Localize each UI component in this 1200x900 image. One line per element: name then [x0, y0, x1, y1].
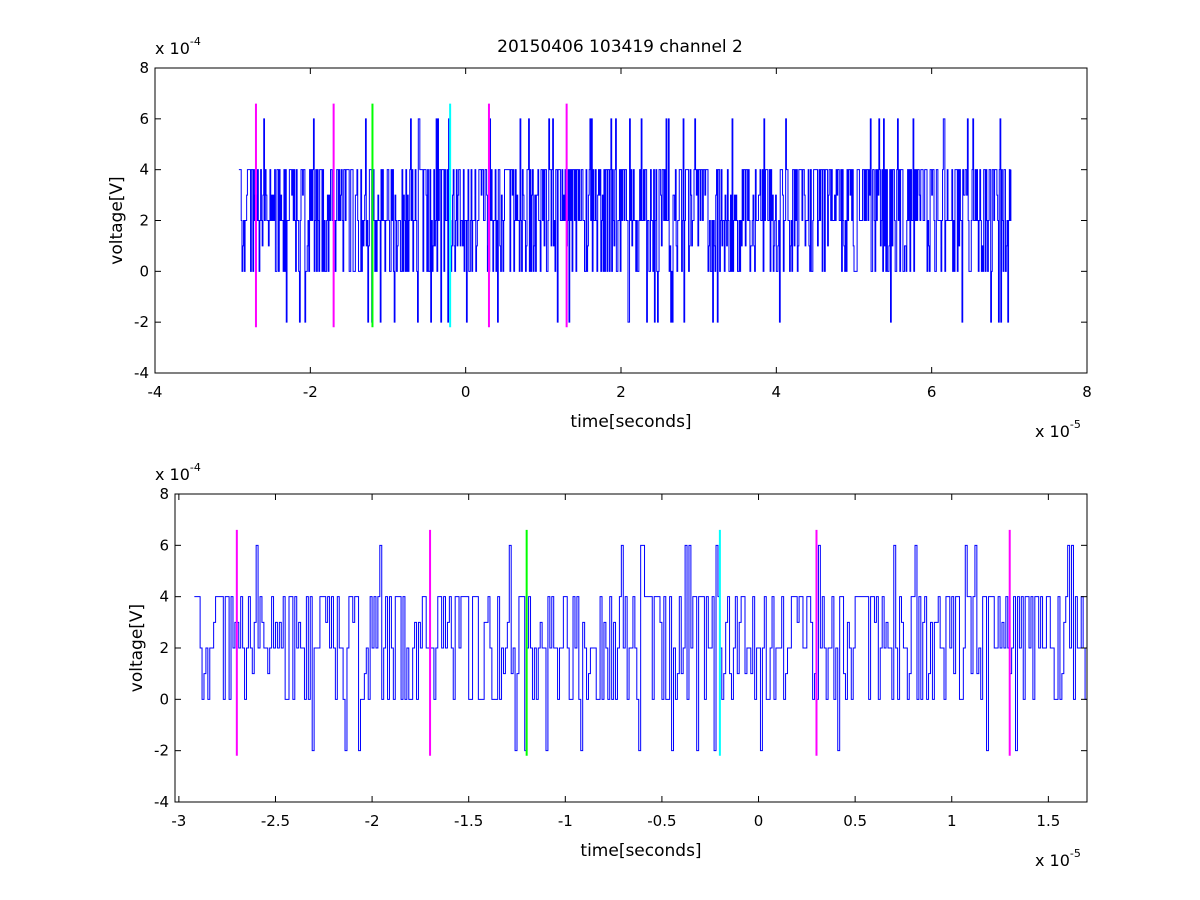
top-x-tick-label: 6: [927, 383, 937, 401]
top-plot-area: [238, 103, 1012, 328]
bottom-y-tick-label: 0: [159, 690, 169, 708]
top-x-multiplier: x 10-5: [1035, 418, 1081, 441]
top-y-axis-label: voltage[V]: [107, 176, 127, 264]
top-x-ticks: -4 -2 0 2 4 6 8: [148, 68, 1092, 401]
top-y-tick-label: 2: [139, 212, 149, 230]
bottom-x-tick-label: 1.5: [1036, 812, 1060, 830]
top-x-tick-label: -4: [148, 383, 163, 401]
top-y-tick-label: -4: [134, 364, 149, 382]
bottom-x-axis-label: time[seconds]: [580, 841, 701, 861]
bottom-y-multiplier-exponent: -4: [190, 461, 201, 474]
top-y-ticks: -4 -2 0 2 4 6 8: [134, 59, 1087, 382]
bottom-x-multiplier-exponent: -5: [1070, 847, 1081, 860]
bottom-x-tick-label: 0: [754, 812, 764, 830]
top-x-tick-label: 4: [772, 383, 782, 401]
top-y-multiplier: x 10-4: [155, 35, 201, 58]
bottom-y-multiplier: x 10-4: [155, 461, 201, 484]
bottom-y-tick-label: 2: [159, 639, 169, 657]
bottom-x-tick-label: -1: [558, 812, 573, 830]
top-y-tick-label: 6: [139, 110, 149, 128]
bottom-y-multiplier-base: x 10: [155, 465, 190, 484]
top-x-tick-label: -2: [303, 383, 318, 401]
top-signal-series-line: [238, 118, 1012, 323]
bottom-y-tick-label: -2: [154, 742, 169, 760]
bottom-plot-area: [194, 529, 1087, 756]
top-y-tick-label: -2: [134, 313, 149, 331]
bottom-y-tick-label: 6: [159, 536, 169, 554]
bottom-x-multiplier-base: x 10: [1035, 851, 1070, 870]
top-subplot: -4 -2 0 2 4 6 8 -4 -2 0 2 4 6 8 time[seconds] voltag…: [107, 35, 1092, 441]
figure-title: 20150406 103419 channel 2: [497, 37, 743, 57]
bottom-y-tick-label: 4: [159, 588, 169, 606]
bottom-x-tick-label: -2: [365, 812, 380, 830]
top-x-multiplier-exponent: -5: [1070, 418, 1081, 431]
bottom-signal-series-line: [194, 544, 1087, 752]
bottom-x-tick-label: -3: [171, 812, 186, 830]
top-y-tick-label: 0: [139, 262, 149, 280]
top-y-multiplier-exponent: -4: [190, 35, 201, 48]
bottom-subplot: -3 -2.5 -2 -1.5 -1 -0.5 0 0.5 1 1.5 -4 -2 0 2 4 6 8 tim…: [127, 461, 1088, 870]
top-x-axis-label: time[seconds]: [570, 412, 691, 432]
top-y-tick-label: 8: [139, 59, 149, 77]
bottom-y-tick-label: 8: [159, 485, 169, 503]
bottom-x-tick-label: 0.5: [843, 812, 867, 830]
bottom-x-ticks: -3 -2.5 -2 -1.5 -1 -0.5 0 0.5 1 1.5: [171, 494, 1060, 830]
top-y-multiplier-base: x 10: [155, 39, 190, 58]
bottom-x-tick-label: -1.5: [454, 812, 483, 830]
bottom-x-tick-label: -2.5: [261, 812, 290, 830]
bottom-y-tick-label: -4: [154, 793, 169, 811]
bottom-y-ticks: -4 -2 0 2 4 6 8: [154, 485, 1087, 811]
bottom-x-tick-label: 1: [947, 812, 957, 830]
bottom-x-multiplier: x 10-5: [1035, 847, 1081, 870]
top-x-tick-label: 2: [616, 383, 626, 401]
top-x-multiplier-base: x 10: [1035, 422, 1070, 441]
top-x-tick-label: 8: [1082, 383, 1092, 401]
top-x-tick-label: 0: [461, 383, 471, 401]
bottom-y-axis-label: voltage[V]: [127, 604, 147, 692]
bottom-x-tick-label: -0.5: [647, 812, 676, 830]
top-y-tick-label: 4: [139, 161, 149, 179]
